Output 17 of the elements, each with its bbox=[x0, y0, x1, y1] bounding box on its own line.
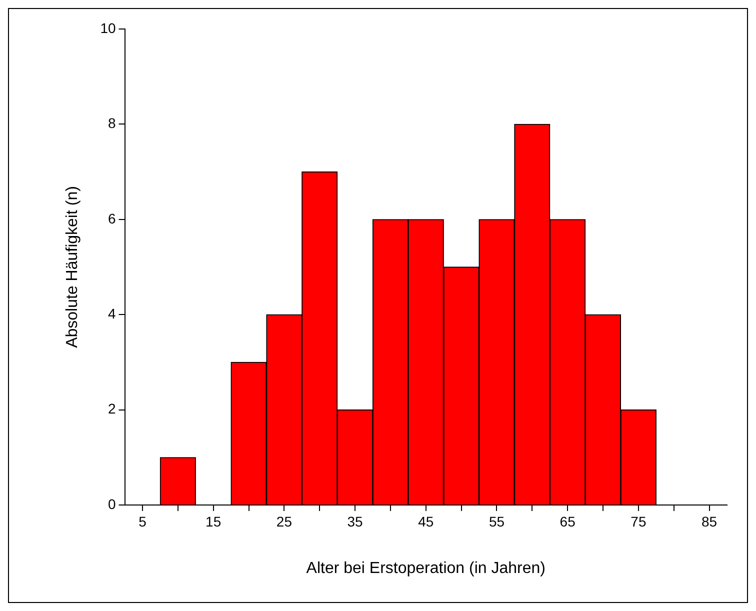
x-tick-label: 35 bbox=[347, 513, 364, 530]
x-tick-label: 15 bbox=[206, 513, 222, 530]
y-tick-label: 4 bbox=[108, 305, 116, 322]
y-tick-label: 6 bbox=[108, 210, 116, 226]
x-tick-label: 45 bbox=[418, 513, 434, 530]
y-tick-label: 0 bbox=[108, 496, 116, 512]
y-tick-label: 10 bbox=[100, 20, 116, 36]
x-axis-title: Alter bei Erstoperation (in Jahren) bbox=[306, 560, 546, 577]
x-tick-label: 75 bbox=[630, 513, 646, 530]
x-tick-label: 25 bbox=[276, 513, 292, 530]
y-tick-label: 8 bbox=[108, 115, 116, 132]
x-tick-label: 65 bbox=[560, 513, 576, 530]
y-tick-label: 2 bbox=[108, 400, 116, 417]
x-tick-label: 85 bbox=[702, 513, 718, 530]
x-tick-label: 5 bbox=[138, 513, 147, 530]
x-tick-label: 55 bbox=[488, 513, 505, 530]
y-axis-title: Absolute Häufigkeit (n) bbox=[64, 186, 82, 348]
